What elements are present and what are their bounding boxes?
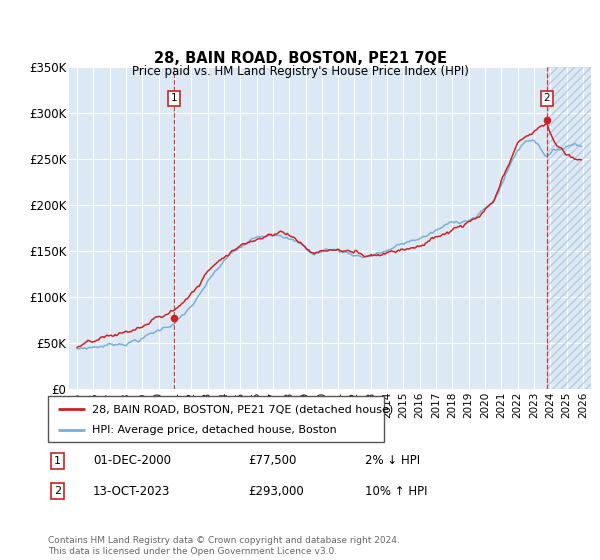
Text: 1: 1 bbox=[170, 94, 177, 104]
Text: Contains HM Land Registry data © Crown copyright and database right 2024.
This d: Contains HM Land Registry data © Crown c… bbox=[48, 536, 400, 556]
Text: Price paid vs. HM Land Registry's House Price Index (HPI): Price paid vs. HM Land Registry's House … bbox=[131, 65, 469, 78]
Text: 28, BAIN ROAD, BOSTON, PE21 7QE (detached house): 28, BAIN ROAD, BOSTON, PE21 7QE (detache… bbox=[92, 404, 393, 414]
Text: 1: 1 bbox=[54, 456, 61, 466]
Text: 10% ↑ HPI: 10% ↑ HPI bbox=[365, 484, 427, 498]
Text: 28, BAIN ROAD, BOSTON, PE21 7QE: 28, BAIN ROAD, BOSTON, PE21 7QE bbox=[154, 52, 446, 66]
Text: £293,000: £293,000 bbox=[248, 484, 304, 498]
Bar bbox=[547, 67, 591, 389]
Text: 13-OCT-2023: 13-OCT-2023 bbox=[93, 484, 170, 498]
Text: 2% ↓ HPI: 2% ↓ HPI bbox=[365, 454, 420, 468]
Text: 2: 2 bbox=[54, 486, 61, 496]
Text: 01-DEC-2000: 01-DEC-2000 bbox=[93, 454, 171, 468]
FancyBboxPatch shape bbox=[48, 396, 384, 442]
Text: £77,500: £77,500 bbox=[248, 454, 297, 468]
Text: HPI: Average price, detached house, Boston: HPI: Average price, detached house, Bost… bbox=[92, 424, 337, 435]
Bar bbox=[547, 67, 591, 389]
Text: 2: 2 bbox=[544, 94, 550, 104]
